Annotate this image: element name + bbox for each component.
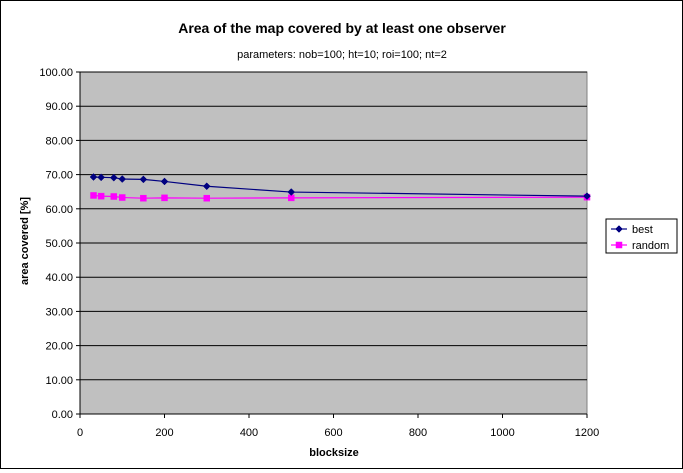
- legend: best random: [605, 218, 678, 254]
- legend-label-best: best: [632, 224, 653, 236]
- data-point-best: [109, 173, 118, 182]
- y-tick-label: 80.00: [45, 135, 73, 147]
- data-point-best: [89, 173, 98, 181]
- legend-marker-random: [615, 241, 623, 249]
- y-tick-label: 70.00: [45, 170, 73, 182]
- legend-marker-best: [615, 225, 623, 233]
- y-tick-label: 20.00: [45, 341, 73, 353]
- x-tick-label: 1000: [490, 427, 514, 439]
- x-tick-label: 600: [324, 427, 342, 439]
- y-tick-label: 0.00: [52, 409, 73, 421]
- y-tick-label: 90.00: [45, 101, 73, 113]
- x-tick-label: 1200: [575, 427, 599, 439]
- y-axis-label: area covered [%]: [19, 197, 31, 285]
- x-tick-label: 400: [240, 427, 258, 439]
- legend-label-random: random: [632, 240, 669, 252]
- axes: 0.00 10.00 20.00 30.00 40.00 50.00 60.00 70.00 8…: [39, 67, 599, 439]
- data-point-random: [140, 194, 147, 202]
- data-point-best: [118, 175, 127, 183]
- data-point-best: [97, 173, 105, 182]
- y-tick-label: 60.00: [45, 204, 73, 216]
- y-tick-label: 50.00: [45, 238, 73, 250]
- series-best: [89, 173, 591, 200]
- chart-subtitle: parameters: nob=100; ht=10; roi=100; nt=…: [237, 49, 447, 61]
- x-tick-label: 800: [409, 427, 427, 439]
- y-tick-label: 40.00: [45, 272, 73, 284]
- y-tick-label: 30.00: [45, 306, 73, 318]
- data-point-random: [90, 192, 97, 199]
- data-point-random: [161, 194, 168, 202]
- data-point-random: [119, 194, 126, 201]
- data-point-best: [202, 182, 211, 191]
- series-random: [90, 192, 591, 202]
- data-point-best: [160, 177, 169, 186]
- y-tick-label: 100.00: [39, 67, 73, 79]
- x-tick-label: 0: [77, 427, 83, 439]
- data-point-random: [110, 193, 118, 200]
- gridlines: [80, 71, 587, 381]
- data-point-best: [139, 175, 148, 184]
- data-point-best: [287, 188, 296, 196]
- data-point-best: [583, 192, 591, 200]
- x-axis-label: blocksize: [309, 447, 359, 459]
- data-point-random: [97, 192, 105, 200]
- series-layer: [89, 173, 591, 202]
- y-tick-label: 10.00: [45, 375, 73, 387]
- x-tick-label: 200: [155, 427, 173, 439]
- chart-title: Area of the map covered by at least one …: [178, 20, 506, 36]
- data-point-random: [203, 194, 210, 202]
